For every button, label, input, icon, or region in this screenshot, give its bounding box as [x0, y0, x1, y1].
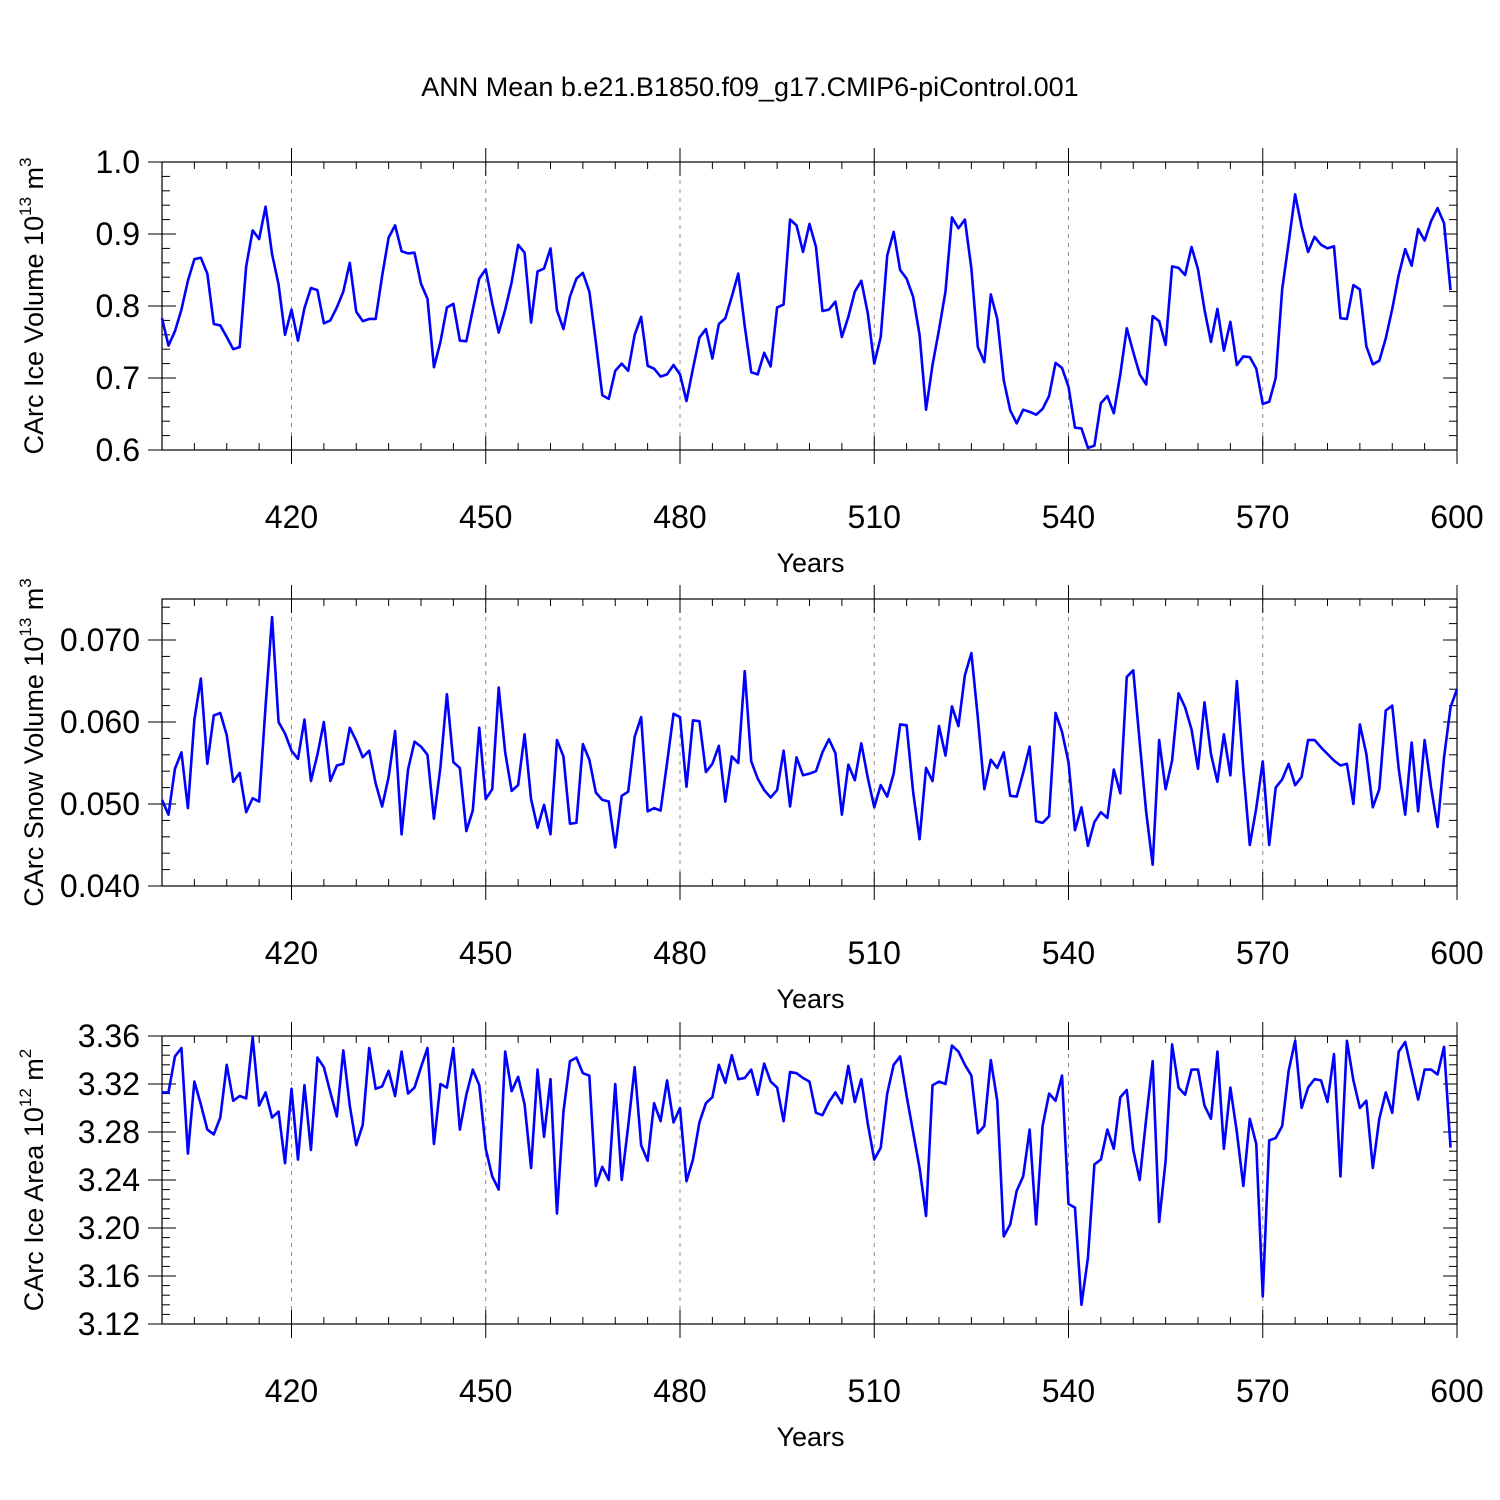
ice-area-xtick-label: 570 — [1236, 1373, 1289, 1409]
snow-volume-xtick-label: 480 — [653, 935, 706, 971]
ice-area-ytick-label: 3.16 — [78, 1258, 140, 1294]
ice-area-xtick-label: 510 — [848, 1373, 901, 1409]
snow-volume-plot-frame — [161, 598, 1458, 887]
ice-volume-xtick-label: 510 — [848, 499, 901, 535]
figure-title: ANN Mean b.e21.B1850.f09_g17.CMIP6-piCon… — [421, 72, 1079, 102]
ice-volume-ytick-label: 0.9 — [96, 216, 140, 252]
panel-ice-volume: 0.6 0.7 0.8 0.9 1.0 420 450 480 510 540 570 600 Year… — [16, 144, 1484, 578]
snow-volume-xtick-label: 540 — [1042, 935, 1095, 971]
ice-area-ytick-label: 3.32 — [78, 1066, 140, 1102]
ice-volume-xlabel: Years — [776, 548, 844, 578]
ice-volume-xtick-label: 420 — [265, 499, 318, 535]
ice-area-xlabel: Years — [776, 1422, 844, 1452]
ice-volume-xtick-label: 450 — [459, 499, 512, 535]
ice-volume-ytick-label: 0.8 — [96, 288, 140, 324]
snow-volume-xlabel: Years — [776, 984, 844, 1014]
ice-volume-ytick-label: 0.6 — [96, 432, 140, 468]
snow-volume-xtick-label: 420 — [265, 935, 318, 971]
snow-volume-xtick-label: 600 — [1430, 935, 1483, 971]
snow-volume-xtick-label: 510 — [848, 935, 901, 971]
snow-volume-xtick-label: 450 — [459, 935, 512, 971]
ice-volume-series-line — [160, 193, 1452, 450]
snow-volume-ytick-label: 0.050 — [60, 786, 140, 822]
ice-area-ytick-label: 3.12 — [78, 1306, 140, 1342]
snow-volume-ytick-label: 0.040 — [60, 868, 140, 904]
snow-volume-ytick-label: 0.060 — [60, 704, 140, 740]
ice-area-ytick-label: 3.36 — [78, 1018, 140, 1054]
ice-volume-xtick-label: 540 — [1042, 499, 1095, 535]
panel-snow-volume: 0.040 0.050 0.060 0.070 420 450 480 510 540 570 60… — [16, 578, 1484, 1014]
ice-area-xtick-label: 420 — [265, 1373, 318, 1409]
ice-area-xtick-label: 600 — [1430, 1373, 1483, 1409]
ice-volume-xtick-label: 480 — [653, 499, 706, 535]
snow-volume-ylabel: CArc Snow Volume 1013 m3 — [16, 578, 49, 907]
ice-volume-xtick-label: 570 — [1236, 499, 1289, 535]
ice-area-xtick-label: 480 — [653, 1373, 706, 1409]
ice-volume-ytick-label: 1.0 — [96, 144, 140, 180]
ice-volume-ytick-label: 0.7 — [96, 360, 140, 396]
ice-volume-xtick-label: 600 — [1430, 499, 1483, 535]
snow-volume-xtick-label: 570 — [1236, 935, 1289, 971]
ice-area-ytick-label: 3.20 — [78, 1210, 140, 1246]
ice-area-ytick-label: 3.24 — [78, 1162, 140, 1198]
ice-area-xtick-label: 540 — [1042, 1373, 1095, 1409]
snow-volume-series-line — [160, 615, 1459, 866]
ice-area-plot-frame — [161, 1035, 1458, 1325]
ice-area-ylabel: CArc Ice Area 1012 m2 — [16, 1049, 49, 1312]
ice-volume-ylabel: CArc Ice Volume 1013 m3 — [16, 157, 49, 454]
ice-area-xtick-label: 450 — [459, 1373, 512, 1409]
ice-area-ytick-label: 3.28 — [78, 1114, 140, 1150]
ice-area-series-line — [162, 1035, 1452, 1307]
panel-ice-area: 3.12 3.16 3.20 3.24 3.28 3.32 3.36 420 450 480 510… — [16, 1018, 1484, 1452]
snow-volume-ytick-label: 0.070 — [60, 622, 140, 658]
ice-volume-plot-frame — [161, 161, 1458, 451]
